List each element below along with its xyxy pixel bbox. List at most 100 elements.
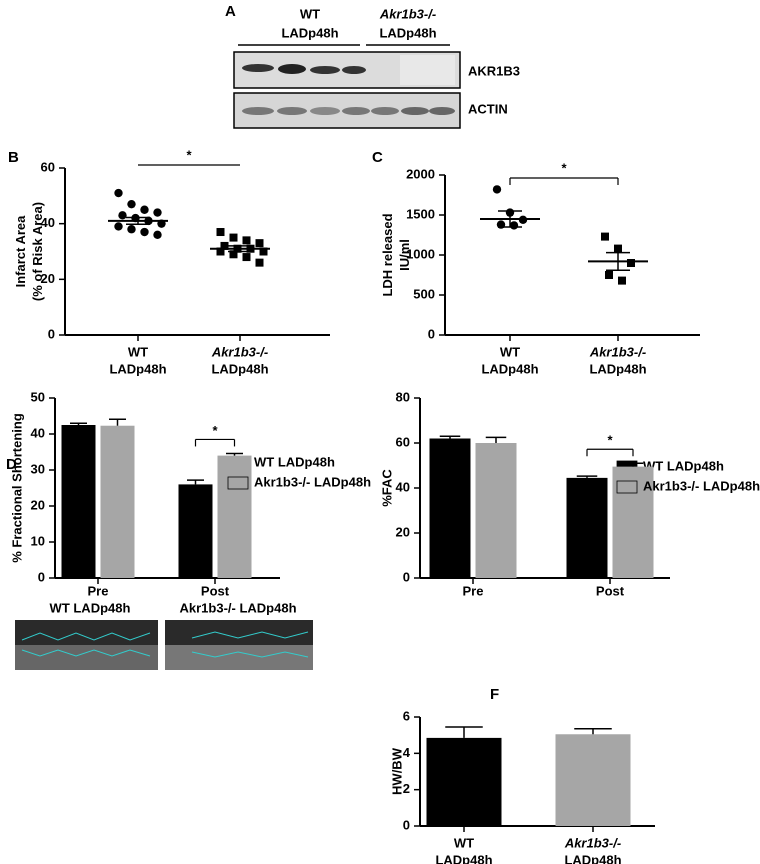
x-tick-label: Post xyxy=(596,583,625,598)
y-tick-label: 40 xyxy=(31,425,45,440)
data-point xyxy=(140,227,149,237)
y-tick-label: 0 xyxy=(403,569,410,584)
y-axis-label: %FAC xyxy=(379,469,394,507)
x-tick-label: LADp48h xyxy=(211,361,268,376)
x-tick-label: WT xyxy=(128,344,148,359)
data-point xyxy=(127,199,136,209)
y-tick-label: 50 xyxy=(31,389,45,404)
echo-image xyxy=(15,620,158,670)
x-tick-label: LADp48h xyxy=(589,361,646,376)
y-axis-label: % Fractional Shortening xyxy=(9,413,24,563)
x-tick-label: LADp48h xyxy=(564,852,621,864)
significance-label: * xyxy=(607,433,613,448)
x-tick-label: WT xyxy=(500,344,520,359)
legend-label: Akr1b3-/- LADp48h xyxy=(643,478,760,493)
significance-label: * xyxy=(212,423,218,438)
y-axis-label: (% of Risk Area) xyxy=(30,202,45,301)
panel-label: A xyxy=(225,3,236,20)
blot-band-label: AKR1B3 xyxy=(468,63,520,78)
y-tick-label: 10 xyxy=(31,533,45,548)
data-point xyxy=(229,233,238,242)
data-point xyxy=(114,222,123,231)
x-tick-label: Pre xyxy=(463,583,484,598)
data-point xyxy=(220,241,229,250)
data-point xyxy=(114,188,123,198)
legend-label: Akr1b3-/- LADp48h xyxy=(254,474,371,489)
data-point xyxy=(242,253,251,262)
data-point xyxy=(216,247,225,256)
data-point xyxy=(216,228,225,237)
y-tick-label: 6 xyxy=(403,708,410,723)
blot-column-label: WT xyxy=(300,6,320,21)
panel-label: F xyxy=(490,686,499,703)
data-point xyxy=(259,247,268,256)
echo-label: Akr1b3-/- LADp48h xyxy=(179,600,296,615)
data-point xyxy=(618,276,626,285)
y-tick-label: 1000 xyxy=(406,246,435,261)
bar xyxy=(217,455,252,578)
y-tick-label: 2 xyxy=(403,781,410,796)
y-tick-label: 30 xyxy=(31,461,45,476)
x-tick-label: LADp48h xyxy=(109,361,166,376)
y-tick-label: 20 xyxy=(41,271,55,286)
data-point xyxy=(118,211,127,220)
y-tick-label: 0 xyxy=(428,326,435,341)
data-point xyxy=(601,232,609,241)
y-tick-label: 0 xyxy=(48,326,55,341)
x-tick-label: Akr1b3-/- xyxy=(211,344,268,359)
data-point xyxy=(255,258,264,267)
y-tick-label: 1500 xyxy=(406,206,435,221)
y-tick-label: 20 xyxy=(31,497,45,512)
y-tick-label: 40 xyxy=(41,215,55,230)
bar xyxy=(178,484,213,578)
echo-image xyxy=(165,620,313,670)
legend-swatch xyxy=(616,480,638,494)
x-tick-label: LADp48h xyxy=(481,361,538,376)
x-tick-label: Akr1b3-/- xyxy=(589,344,646,359)
blot-band-label: ACTIN xyxy=(468,101,508,116)
panel-label: D xyxy=(6,456,17,473)
y-tick-label: 2000 xyxy=(406,166,435,181)
data-point xyxy=(242,236,251,245)
data-point xyxy=(509,221,519,230)
x-tick-label: WT xyxy=(454,835,474,850)
bar xyxy=(426,737,502,826)
blot-column-label: LADp48h xyxy=(281,25,338,40)
y-axis-label: IU/ml xyxy=(397,239,412,271)
panel-label: C xyxy=(372,149,383,166)
y-axis-label: Infarct Area xyxy=(13,215,28,288)
y-tick-label: 0 xyxy=(403,817,410,832)
bar xyxy=(429,438,471,578)
blot-akr1b3 xyxy=(233,51,461,89)
data-point xyxy=(605,271,613,279)
y-tick-label: 40 xyxy=(396,479,410,494)
data-point xyxy=(127,225,136,234)
legend-label: WT LADp48h xyxy=(643,458,724,473)
data-point xyxy=(229,250,238,259)
data-point xyxy=(140,205,149,214)
significance-label: * xyxy=(186,147,192,162)
blot-actin xyxy=(233,92,461,129)
echo-label: WT LADp48h xyxy=(50,600,131,615)
data-point xyxy=(153,208,162,217)
data-point xyxy=(627,259,635,267)
bar xyxy=(475,443,517,578)
significance-label: * xyxy=(561,160,567,175)
y-tick-label: 60 xyxy=(41,159,55,174)
legend-swatch xyxy=(227,476,249,490)
x-tick-label: Akr1b3-/- xyxy=(564,835,621,850)
panel-label: B xyxy=(8,149,19,166)
blot-column-label: LADp48h xyxy=(379,25,436,40)
data-point xyxy=(153,230,162,239)
bar xyxy=(100,425,135,578)
bar xyxy=(566,477,608,578)
y-axis-label: HW/BW xyxy=(389,747,404,795)
y-tick-label: 60 xyxy=(396,434,410,449)
y-axis-label: LDH released xyxy=(380,213,395,296)
data-point xyxy=(255,239,264,248)
data-point xyxy=(614,244,622,253)
y-tick-label: 500 xyxy=(413,286,435,301)
data-point xyxy=(492,185,502,194)
legend-label: WT LADp48h xyxy=(254,454,335,469)
